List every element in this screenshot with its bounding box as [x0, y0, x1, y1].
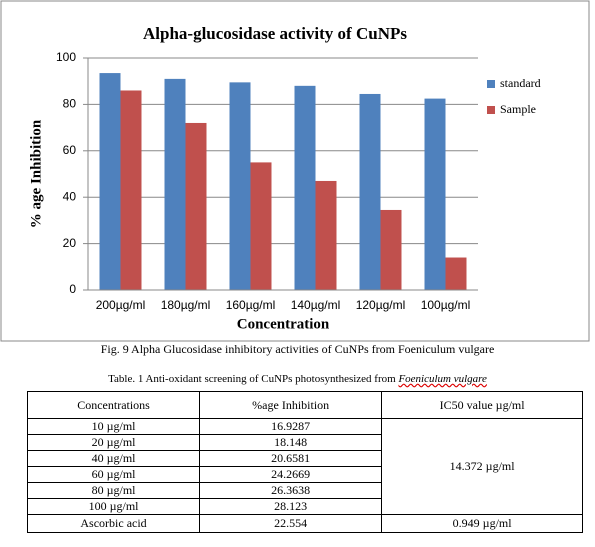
chart: Alpha-glucosidase activity of CuNPs % ag… [0, 0, 590, 342]
x-axis-label: Concentration [237, 316, 330, 332]
y-tick-label: 40 [63, 189, 77, 203]
table-row: 40 µg/ml 20.6581 [26, 450, 583, 467]
figure-caption: Fig. 9 Alpha Glucosidase inhibitory acti… [100, 342, 495, 356]
table-cell: 20.6581 [199, 450, 383, 467]
y-axis-label: % age Inhibition [28, 119, 44, 228]
x-tick-label: 120µg/ml [356, 298, 406, 312]
table-cell: IC50 value µg/ml [381, 391, 583, 419]
table-row: 10 µg/ml 16.9287 14.372 µg/ml [26, 418, 583, 515]
table-cell: 14.372 µg/ml [381, 418, 583, 515]
y-tick-label: 100 [56, 50, 76, 64]
x-tick-label: 160µg/ml [226, 298, 276, 312]
bar [380, 209, 402, 290]
table-cell: 24.2669 [199, 466, 383, 483]
table-cell: 60 µg/ml [26, 466, 201, 483]
x-tick-label: 100µg/ml [421, 298, 471, 312]
table-cell: 18.148 [199, 434, 383, 451]
bar [445, 257, 467, 290]
table-cell: 22.554 [199, 514, 383, 533]
table-cell: 80 µg/ml [26, 482, 201, 499]
table-caption: Table. 1 Anti-oxidant screening of CuNPs… [0, 373, 595, 385]
y-tick-label: 20 [63, 236, 77, 250]
bar [164, 78, 186, 290]
table-cell: Ascorbic acid [26, 514, 201, 533]
table-cell: 28.123 [199, 498, 383, 515]
chart-title: Alpha-glucosidase activity of CuNPs [143, 24, 407, 43]
table-cell: 26.3638 [199, 482, 383, 499]
table-cell: 16.9287 [199, 418, 383, 435]
legend-label: Sample [500, 102, 536, 116]
table-cell: Concentrations [26, 391, 201, 419]
table-cell: 100 µg/ml [26, 498, 201, 515]
table-cell: 10 µg/ml [26, 418, 201, 435]
table-row: 80 µg/ml 26.3638 [26, 482, 583, 499]
table-cell: %age Inhibition [199, 391, 383, 419]
y-tick-label: 0 [69, 282, 76, 296]
bar [294, 85, 316, 290]
y-tick-label: 80 [63, 97, 77, 111]
table-cell: 0.949 µg/ml [381, 514, 583, 533]
bar [185, 122, 207, 291]
bar [359, 93, 381, 291]
caption-italic: Foeniculum vulgare [398, 373, 487, 385]
legend-swatch [487, 106, 495, 114]
header-row: Concentrations %age Inhibition IC50 value … [26, 391, 583, 419]
x-tick-label: 200µg/ml [96, 298, 146, 312]
bar [99, 73, 121, 290]
legend-label: standard [500, 76, 541, 90]
bar [229, 82, 251, 290]
table: Concentrations %age Inhibition IC50 value … [26, 391, 583, 533]
table-cell: 20 µg/ml [26, 434, 201, 451]
table-cell: 40 µg/ml [26, 450, 201, 467]
bar [120, 90, 142, 290]
bar [315, 180, 337, 290]
x-tick-label: 180µg/ml [161, 298, 211, 312]
bar [250, 162, 272, 290]
table-row: 20 µg/ml 18.148 [26, 434, 583, 451]
bar [424, 98, 446, 290]
caption-text: Table. 1 Anti-oxidant screening of CuNPs… [108, 373, 396, 385]
legend-swatch [487, 80, 495, 88]
y-tick-label: 60 [63, 143, 77, 157]
x-tick-label: 140µg/ml [291, 298, 341, 312]
table-row: Ascorbic acid 22.554 0.949 µg/ml [26, 514, 583, 533]
